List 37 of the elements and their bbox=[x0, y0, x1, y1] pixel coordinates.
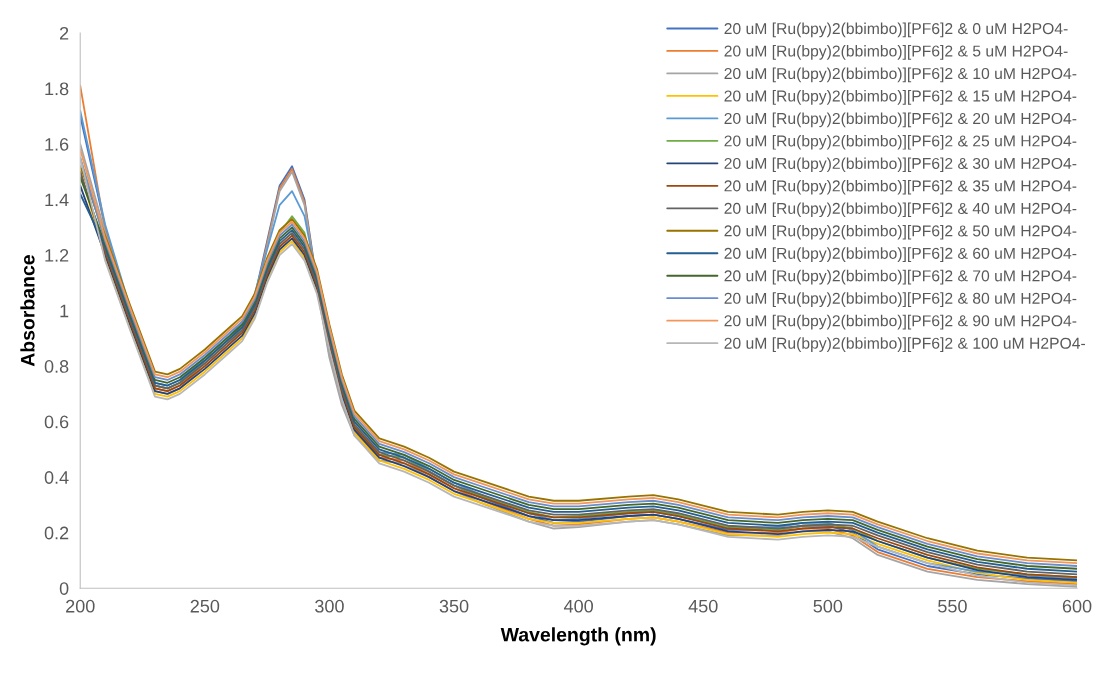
y-tick-label: 1.4 bbox=[45, 193, 69, 207]
y-tick-label: 1.2 bbox=[45, 249, 69, 262]
x-axis-title: Wavelength (nm) bbox=[500, 627, 656, 646]
legend-label: 20 uM [Ru(bpy)2(bbimbo)][PF6]2 & 20 uM H2PO4- bbox=[724, 112, 1077, 128]
y-tick-label: 1 bbox=[60, 304, 69, 318]
y-axis-title: Absorbance bbox=[20, 255, 35, 367]
legend-label: 20 uM [Ru(bpy)2(bbimbo)][PF6]2 & 15 uM H2PO4- bbox=[724, 90, 1077, 105]
y-tick-label: 0.2 bbox=[44, 526, 69, 540]
y-tick-label: 0.8 bbox=[44, 360, 69, 373]
legend-label: 20 uM [Ru(bpy)2(bbimbo)][PF6]2 & 0 uM H2PO4- bbox=[724, 22, 1068, 38]
legend-label: 20 uM [Ru(bpy)2(bbimbo)][PF6]2 & 25 uM H2PO4- bbox=[724, 134, 1077, 150]
y-tick-label: 1.6 bbox=[45, 137, 69, 151]
legend-label: 20 uM [Ru(bpy)2(bbimbo)][PF6]2 & 80 uM H2PO4- bbox=[724, 292, 1077, 307]
legend-label: 20 uM [Ru(bpy)2(bbimbo)][PF6]2 & 30 uM H2PO4- bbox=[724, 157, 1077, 173]
x-tick-label: 450 bbox=[688, 599, 718, 613]
legend-label: 20 uM [Ru(bpy)2(bbimbo)][PF6]2 & 90 uM H2PO4- bbox=[724, 314, 1077, 330]
x-tick-label: 400 bbox=[563, 599, 593, 613]
x-tick-label: 500 bbox=[813, 599, 843, 613]
x-tick-label: 250 bbox=[190, 599, 220, 613]
legend-label: 20 uM [Ru(bpy)2(bbimbo)][PF6]2 & 50 uM H2PO4- bbox=[724, 224, 1077, 240]
legend-label: 20 uM [Ru(bpy)2(bbimbo)][PF6]2 & 70 uM H2PO4- bbox=[724, 269, 1077, 285]
y-tick-label: 0 bbox=[59, 582, 69, 595]
legend-label: 20 uM [Ru(bpy)2(bbimbo)][PF6]2 & 40 uM H2PO4- bbox=[724, 202, 1077, 218]
y-tick-label: 0.4 bbox=[44, 471, 69, 484]
legend-label: 20 uM [Ru(bpy)2(bbimbo)][PF6]2 & 5 uM H2PO4- bbox=[724, 45, 1068, 60]
x-tick-label: 550 bbox=[938, 599, 967, 613]
y-tick-label: 1.8 bbox=[45, 82, 69, 96]
legend-label: 20 uM [Ru(bpy)2(bbimbo)][PF6]2 & 100 uM H2PO4- bbox=[724, 337, 1086, 352]
x-tick-label: 300 bbox=[315, 599, 344, 613]
x-tick-label: 200 bbox=[66, 599, 95, 613]
legend-label: 20 uM [Ru(bpy)2(bbimbo)][PF6]2 & 10 uM H2PO4- bbox=[724, 67, 1077, 83]
x-tick-label: 600 bbox=[1062, 599, 1092, 613]
legend-label: 20 uM [Ru(bpy)2(bbimbo)][PF6]2 & 60 uM H2PO4- bbox=[724, 247, 1077, 262]
legend-label: 20 uM [Ru(bpy)2(bbimbo)][PF6]2 & 35 uM H2PO4- bbox=[724, 179, 1077, 195]
y-tick-label: 2 bbox=[59, 26, 69, 40]
x-tick-label: 350 bbox=[439, 599, 469, 613]
y-tick-label: 0.6 bbox=[44, 415, 69, 429]
